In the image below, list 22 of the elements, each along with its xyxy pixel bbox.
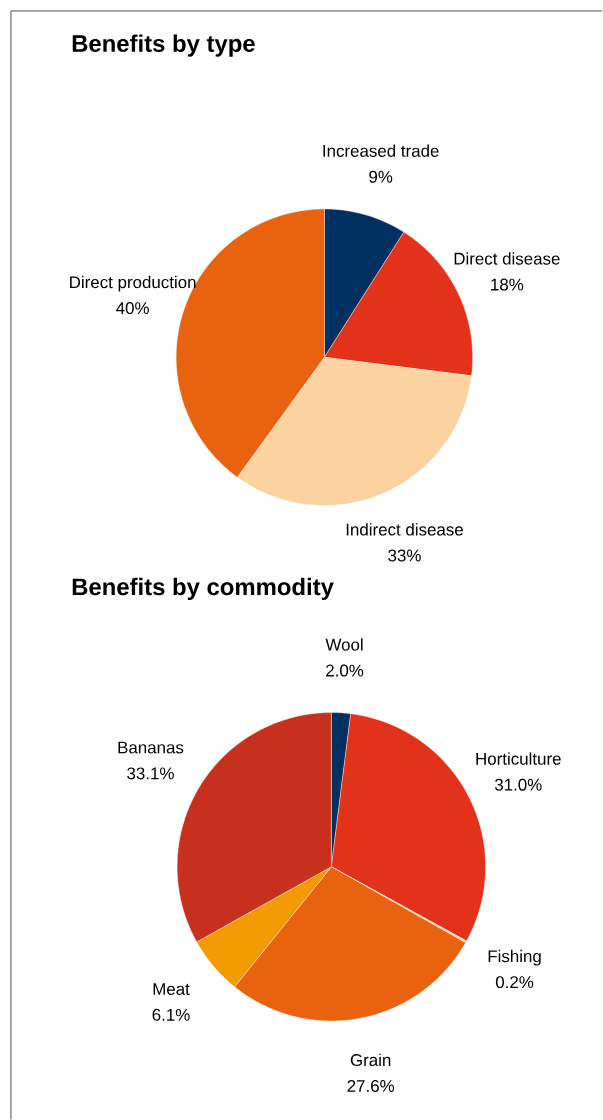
data-label: 33% (388, 549, 422, 562)
slice-label: Meat (153, 983, 190, 995)
slice-label: Horticulture (476, 752, 561, 765)
data-label: 33.1% (127, 767, 175, 780)
data-label: 9% (369, 170, 393, 183)
slice-label: Direct production (70, 275, 196, 292)
chart-title: Benefits by type (73, 34, 256, 57)
data-label: 40% (116, 302, 150, 315)
data-label: 31.0% (495, 778, 542, 791)
slice-label: Fishing (488, 949, 541, 966)
data-label: 0.2% (496, 976, 534, 989)
data-label: 6.1% (152, 1008, 190, 1021)
slice-label: Direct disease (454, 252, 560, 265)
slice-label: Bananas (118, 741, 184, 754)
data-label: 18% (491, 278, 524, 291)
data-label: 2.0% (326, 664, 364, 677)
slice-label: Grain (351, 1053, 391, 1067)
chart-title: Benefits by commodity (73, 577, 335, 601)
slice-label: Increased trade (323, 144, 439, 157)
data-label: 27.6% (347, 1079, 395, 1092)
slice-label: Indirect disease (347, 523, 464, 536)
slice-label: Wool (325, 638, 363, 651)
